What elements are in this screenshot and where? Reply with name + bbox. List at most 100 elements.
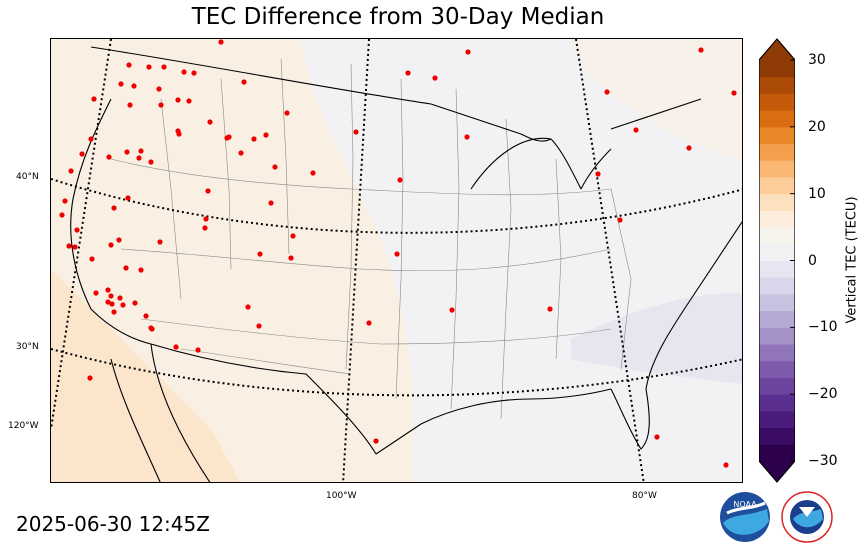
colorbar-segment — [759, 260, 795, 278]
station-marker — [173, 344, 179, 350]
station-marker — [353, 129, 359, 135]
colorbar-extend-upper — [759, 39, 795, 60]
station-marker — [290, 233, 296, 239]
station-marker — [146, 64, 152, 70]
station-marker — [156, 86, 162, 92]
map-canvas — [51, 39, 742, 482]
station-marker — [195, 347, 201, 353]
station-marker — [464, 134, 470, 140]
station-marker — [131, 83, 137, 89]
station-marker — [111, 309, 117, 315]
station-marker — [158, 102, 164, 108]
timestamp: 2025-06-30 12:45Z — [16, 512, 210, 536]
station-marker — [263, 132, 269, 138]
station-marker — [66, 243, 72, 249]
lon-label-80: 80°W — [632, 491, 657, 501]
colorbar — [758, 38, 796, 483]
station-marker — [105, 287, 111, 293]
station-marker — [116, 237, 122, 243]
station-marker — [125, 195, 131, 201]
station-marker — [633, 127, 639, 133]
colorbar-segment — [759, 60, 795, 78]
station-marker — [686, 145, 692, 151]
station-markers — [59, 39, 737, 468]
lat-label-40: 40°N — [16, 172, 39, 182]
station-marker — [218, 39, 224, 45]
station-marker — [89, 256, 95, 262]
colorbar-graphic — [758, 38, 796, 483]
colorbar-segment — [759, 210, 795, 228]
colorbar-tick-label: 20 — [808, 118, 826, 135]
station-marker — [138, 148, 144, 154]
colorbar-segment — [759, 394, 795, 412]
station-marker — [62, 198, 68, 204]
station-marker — [432, 75, 438, 81]
station-marker — [87, 375, 93, 381]
colorbar-segment — [759, 243, 795, 261]
positive-anomaly-region — [51, 269, 240, 482]
station-marker — [108, 293, 114, 299]
lon-label-100: 100°W — [326, 491, 357, 501]
station-marker — [111, 205, 117, 211]
station-marker — [148, 325, 154, 331]
station-marker — [256, 323, 262, 329]
positive-anomaly-region — [571, 39, 742, 159]
station-marker — [93, 290, 99, 296]
station-marker — [205, 188, 211, 194]
station-marker — [126, 62, 132, 68]
colorbar-title: Vertical TEC (TECU) — [844, 196, 860, 324]
station-marker — [109, 301, 115, 307]
station-marker — [310, 170, 316, 176]
station-marker — [731, 90, 737, 96]
colorbar-segment — [759, 410, 795, 429]
colorbar-tick-label: 30 — [808, 52, 826, 68]
station-marker — [138, 267, 144, 273]
country-borders — [70, 46, 742, 482]
station-marker — [284, 110, 290, 116]
colorbar-extend-lower — [759, 461, 795, 482]
station-marker — [79, 151, 85, 157]
station-marker — [449, 307, 455, 313]
station-marker — [181, 69, 187, 75]
colorbar-tick-label: 0 — [808, 252, 817, 269]
station-marker — [698, 47, 704, 53]
station-marker — [654, 434, 660, 440]
colorbar-segment — [759, 176, 795, 195]
colorbar-segment — [759, 143, 795, 161]
lon-label-120: 120°W — [8, 421, 39, 431]
station-marker — [191, 70, 197, 76]
station-marker — [465, 49, 471, 55]
colorbar-segment — [759, 126, 795, 145]
colorbar-segment — [759, 160, 795, 178]
station-marker — [268, 200, 274, 206]
colorbar-segment — [759, 427, 795, 445]
station-marker — [366, 320, 372, 326]
tec-map — [50, 38, 743, 483]
station-marker — [405, 70, 411, 76]
colorbar-segment — [759, 110, 795, 128]
station-marker — [241, 79, 247, 85]
lat-label-30: 30°N — [16, 342, 39, 352]
colorbar-segment — [759, 277, 795, 295]
station-marker — [132, 300, 138, 306]
station-marker — [251, 136, 257, 142]
nws-logo — [781, 491, 833, 547]
station-marker — [148, 159, 154, 165]
station-marker — [120, 302, 126, 308]
station-marker — [176, 131, 182, 137]
station-marker — [547, 306, 553, 312]
station-marker — [226, 134, 232, 140]
station-marker — [238, 150, 244, 156]
station-marker — [373, 438, 379, 444]
station-marker — [288, 255, 294, 261]
station-marker — [105, 299, 111, 305]
negative-anomaly-region — [571, 293, 742, 384]
colorbar-segment — [759, 327, 795, 345]
colorbar-segment — [759, 360, 795, 378]
station-marker — [143, 313, 149, 319]
station-marker — [245, 304, 251, 310]
colorbar-segment — [759, 310, 795, 328]
state-borders — [110, 58, 632, 420]
station-marker — [604, 89, 610, 95]
station-marker — [127, 102, 133, 108]
